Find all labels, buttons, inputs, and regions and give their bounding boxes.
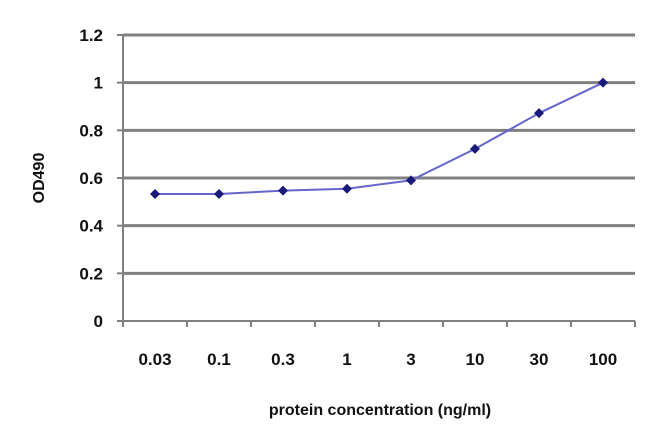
data-point: [150, 188, 160, 199]
axes: [117, 34, 636, 327]
x-tick-label: 0.1: [207, 350, 231, 369]
data-point: [406, 175, 416, 186]
y-tick-label: 0: [94, 312, 103, 331]
y-tick-label: 1: [94, 74, 103, 93]
gridlines: [123, 33, 635, 275]
x-tick-label: 10: [466, 350, 485, 369]
x-tick-label: 3: [406, 350, 415, 369]
x-tick-label: 1: [342, 350, 351, 369]
x-axis-label: protein concentration (ng/ml): [269, 402, 491, 419]
data-point: [214, 188, 224, 199]
x-tick-labels: 0.03 0.1 0.3 1 3 10 30 100: [138, 350, 617, 369]
y-tick-label: 0.4: [79, 217, 103, 236]
data-point: [342, 183, 352, 194]
y-tick-label: 0.8: [79, 121, 103, 140]
x-tick-label: 30: [530, 350, 549, 369]
data-point: [470, 143, 480, 154]
data-point: [534, 108, 544, 119]
y-tick-labels: 0 0.2 0.4 0.6 0.8 1 1.2: [79, 26, 103, 331]
data-point: [278, 185, 288, 196]
data-point: [598, 77, 608, 88]
y-tick-label: 0.2: [79, 264, 103, 283]
series-line: [155, 81, 604, 195]
y-tick-label: 0.6: [79, 169, 103, 188]
x-tick-label: 0.03: [138, 350, 171, 369]
y-axis-label: OD490: [31, 153, 48, 204]
x-tick-label: 0.3: [271, 350, 295, 369]
y-tick-label: 1.2: [79, 26, 103, 45]
x-tick-label: 100: [589, 350, 617, 369]
series: [150, 77, 608, 199]
